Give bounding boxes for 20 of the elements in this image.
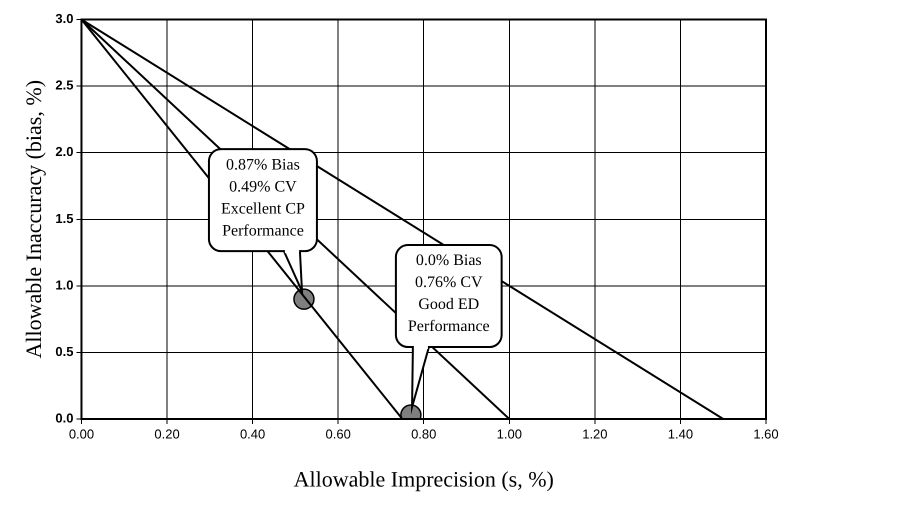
y-tick-label: 2.5	[55, 78, 74, 93]
x-tick-label: 0.40	[240, 426, 266, 442]
x-tick-label: 0.20	[154, 426, 180, 442]
y-axis-title: Allowable Inaccuracy (bias, %)	[20, 80, 46, 359]
x-axis-title: Allowable Imprecision (s, %)	[294, 466, 554, 492]
y-tick-label: 1.0	[55, 277, 74, 292]
x-tick-label: 0.60	[326, 426, 351, 442]
y-tick-label: 3.0	[55, 11, 74, 26]
annotation: 0.87% Bias 0.49% CV Excellent CP Performance	[220, 156, 306, 240]
y-tick-label: 0.0	[55, 410, 74, 426]
x-tick-label: 0.00	[68, 426, 94, 442]
x-tick-label: 1.00	[496, 426, 522, 442]
annotation: 0.0% Bias 0.76% CV Good ED Performance	[408, 252, 490, 336]
y-tick-label: 2.0	[55, 144, 74, 160]
x-tick-label: 0.80	[411, 426, 436, 442]
x-tick-label: 1.40	[668, 426, 694, 442]
y-tick-label: 1.5	[55, 210, 74, 226]
x-tick-label: 1.20	[582, 426, 608, 442]
y-tick-label: 0.5	[55, 344, 74, 359]
x-tick-label: 1.60	[753, 426, 779, 442]
